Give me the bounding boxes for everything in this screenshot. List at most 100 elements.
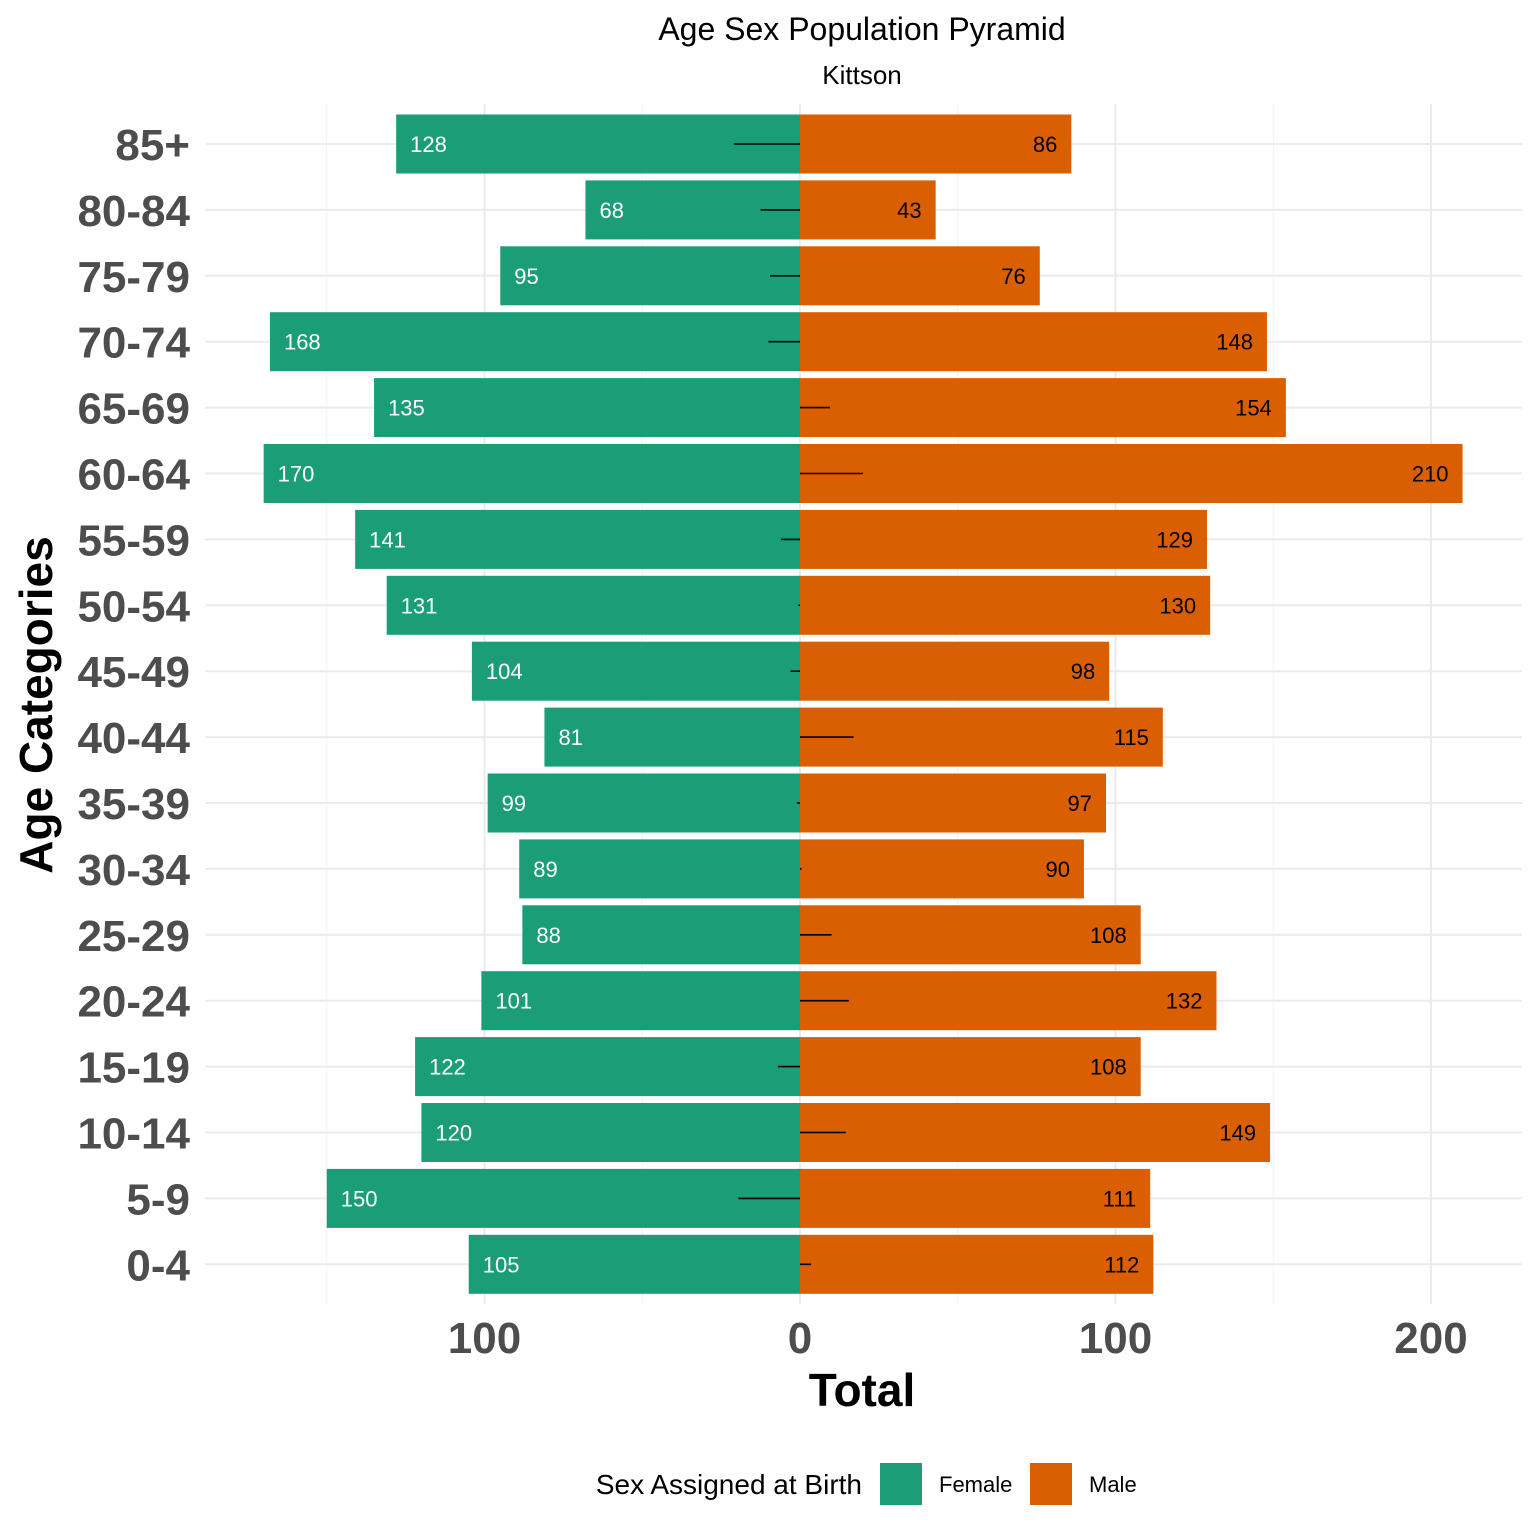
bar-male-0-4 xyxy=(800,1234,1154,1294)
legend-label-female: Female xyxy=(939,1472,1012,1497)
bar-male-35-39 xyxy=(800,773,1107,833)
y-tick-label: 20-24 xyxy=(77,978,190,1027)
difference-lines xyxy=(733,143,864,1266)
bar-female-65-69 xyxy=(374,378,800,438)
y-tick-label: 15-19 xyxy=(77,1044,190,1093)
label-female-70-74: 168 xyxy=(284,330,321,355)
bar-male-40-44 xyxy=(800,707,1163,767)
bar-female-5-9 xyxy=(326,1168,800,1228)
label-male-25-29: 108 xyxy=(1090,923,1127,948)
bar-female-60-64 xyxy=(263,444,800,503)
y-tick-label: 65-69 xyxy=(77,385,190,434)
bar-female-35-39 xyxy=(487,773,800,833)
label-male-55-59: 129 xyxy=(1156,527,1193,552)
bar-female-25-29 xyxy=(522,905,800,965)
y-tick-label: 55-59 xyxy=(77,516,190,565)
label-male-60-64: 210 xyxy=(1412,462,1449,487)
bar-male-5-9 xyxy=(800,1168,1151,1228)
bar-male-80-84 xyxy=(800,180,936,240)
y-tick-label: 45-49 xyxy=(77,648,190,697)
label-female-40-44: 81 xyxy=(558,725,582,750)
label-male-20-24: 132 xyxy=(1166,989,1203,1014)
bar-male-30-34 xyxy=(800,839,1084,899)
bar-female-75-79 xyxy=(500,246,800,306)
label-male-0-4: 112 xyxy=(1104,1252,1139,1277)
bar-male-75-79 xyxy=(800,246,1040,306)
chart-subtitle: Kittson xyxy=(822,60,902,90)
x-tick-label: 0 xyxy=(788,1314,812,1363)
label-female-65-69: 135 xyxy=(388,396,425,421)
label-male-5-9: 111 xyxy=(1103,1186,1136,1211)
x-tick-label: 100 xyxy=(1079,1314,1152,1363)
label-female-75-79: 95 xyxy=(514,264,538,289)
bar-male-60-64 xyxy=(800,444,1463,503)
y-tick-label: 70-74 xyxy=(77,319,190,368)
label-male-10-14: 149 xyxy=(1219,1121,1256,1146)
y-axis-title: Age Categories xyxy=(10,536,62,873)
bar-female-0-4 xyxy=(468,1234,800,1294)
y-tick-label: 0-4 xyxy=(126,1241,190,1290)
y-tick-label: 75-79 xyxy=(77,253,190,302)
y-tick-label: 35-39 xyxy=(77,780,190,829)
x-axis-tick-labels: 100 0 100 200 xyxy=(448,1314,1468,1363)
y-axis-tick-labels: 0-4 5-9 10-14 15-19 20-24 25-29 30-34 35-39 40-4… xyxy=(77,121,190,1290)
y-tick-label: 50-54 xyxy=(77,582,190,631)
label-female-30-34: 89 xyxy=(533,857,557,882)
bar-male-85+ xyxy=(800,114,1072,174)
x-axis-title: Total xyxy=(809,1364,915,1416)
y-tick-label: 80-84 xyxy=(77,187,190,236)
y-tick-label: 40-44 xyxy=(77,714,190,763)
label-female-55-59: 141 xyxy=(369,527,406,552)
label-male-45-49: 98 xyxy=(1071,659,1095,684)
label-female-0-4: 105 xyxy=(483,1252,520,1277)
label-female-85+: 128 xyxy=(410,132,447,157)
label-male-40-44: 115 xyxy=(1114,725,1149,750)
label-female-45-49: 104 xyxy=(486,659,523,684)
bar-female-30-34 xyxy=(519,839,800,899)
y-tick-label: 5-9 xyxy=(126,1175,190,1224)
label-female-25-29: 88 xyxy=(536,923,560,948)
y-tick-label: 85+ xyxy=(115,121,190,170)
bar-male-50-54 xyxy=(800,575,1211,635)
bar-male-70-74 xyxy=(800,312,1267,372)
label-female-5-9: 150 xyxy=(341,1186,378,1211)
bar-female-15-19 xyxy=(415,1037,800,1097)
label-female-50-54: 131 xyxy=(401,593,438,618)
label-male-30-34: 90 xyxy=(1045,857,1069,882)
label-male-70-74: 148 xyxy=(1216,330,1253,355)
bar-female-55-59 xyxy=(355,509,800,569)
label-male-50-54: 130 xyxy=(1159,593,1196,618)
y-tick-label: 10-14 xyxy=(77,1110,190,1159)
legend: Sex Assigned at Birth Female Male xyxy=(596,1463,1137,1505)
label-male-85+: 86 xyxy=(1033,132,1057,157)
label-male-80-84: 43 xyxy=(897,198,921,223)
bar-female-70-74 xyxy=(269,312,801,372)
bars xyxy=(263,114,1463,1294)
chart-title: Age Sex Population Pyramid xyxy=(658,11,1065,47)
label-female-10-14: 120 xyxy=(435,1121,472,1146)
bar-female-50-54 xyxy=(386,575,800,635)
bar-female-85+ xyxy=(396,114,800,174)
legend-swatch-male xyxy=(1030,1463,1072,1505)
bar-male-20-24 xyxy=(800,971,1217,1031)
label-male-35-39: 97 xyxy=(1068,791,1092,816)
y-tick-label: 30-34 xyxy=(77,846,190,895)
label-male-75-79: 76 xyxy=(1001,264,1025,289)
label-female-20-24: 101 xyxy=(495,989,532,1014)
bar-male-25-29 xyxy=(800,905,1141,965)
bar-female-20-24 xyxy=(481,971,800,1031)
bar-male-55-59 xyxy=(800,509,1207,569)
label-female-35-39: 99 xyxy=(502,791,526,816)
bar-value-labels: 105 112 150 111 120 149 122 108 101 132 88 108 89 90 9… xyxy=(278,132,1449,1277)
bar-female-10-14 xyxy=(421,1103,800,1162)
label-female-15-19: 122 xyxy=(429,1055,466,1080)
bar-female-45-49 xyxy=(471,641,800,701)
bar-male-45-49 xyxy=(800,641,1110,701)
label-female-60-64: 170 xyxy=(278,462,315,487)
bar-male-65-69 xyxy=(800,378,1286,438)
x-tick-label: 100 xyxy=(448,1314,521,1363)
label-female-80-84: 68 xyxy=(599,198,623,223)
bar-female-40-44 xyxy=(544,707,800,767)
x-tick-label: 200 xyxy=(1394,1314,1467,1363)
